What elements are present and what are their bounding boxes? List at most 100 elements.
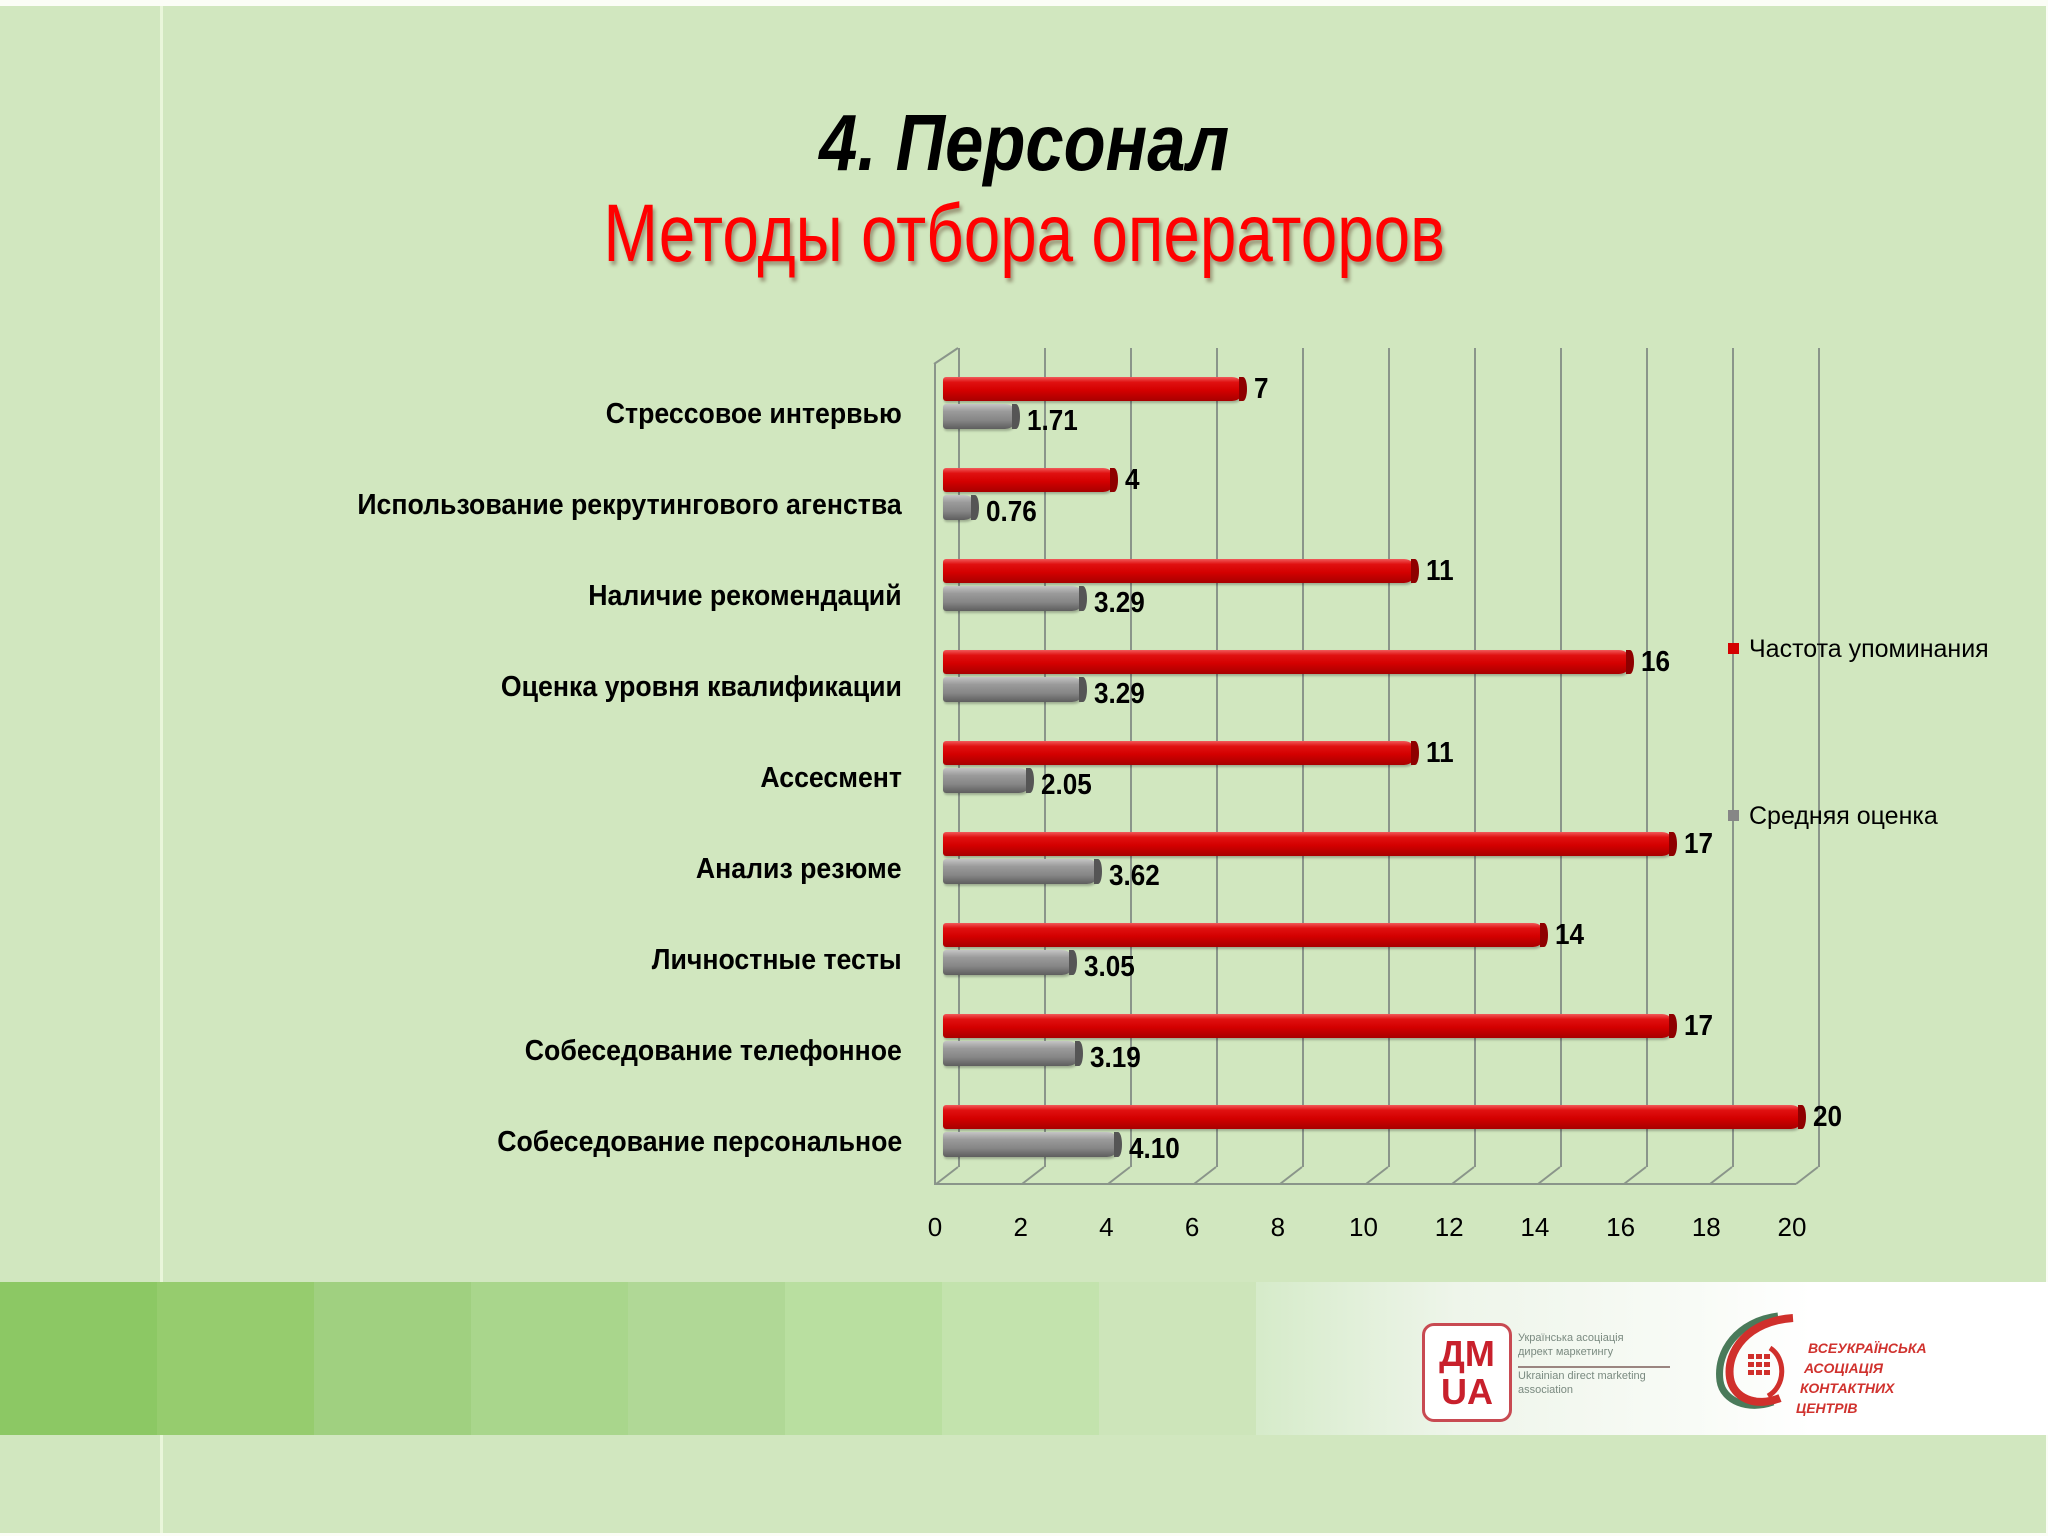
gridline	[1646, 348, 1648, 1167]
bar-cap	[1798, 1105, 1806, 1129]
chart-frame-bottom	[934, 1183, 1796, 1185]
legend-item-frequency: Частота упоминания	[1728, 634, 1989, 664]
footer-band-cell	[942, 1282, 1099, 1435]
dma-caption-line3: Ukrainian direct marketing	[1518, 1370, 1646, 1382]
footer-band-cell	[1099, 1282, 1256, 1435]
value-label-frequency: 20	[1813, 1101, 1843, 1133]
category-label: Личностные тесты	[652, 944, 902, 976]
bar-cap	[1079, 586, 1088, 611]
footer-band-cell	[157, 1282, 314, 1435]
value-label-frequency: 4	[1125, 464, 1140, 496]
chart-depth-lines	[933, 347, 1819, 1185]
value-label-frequency: 7	[1254, 373, 1269, 405]
x-axis-tick-label: 0	[927, 1212, 943, 1242]
bar-cap	[1069, 950, 1078, 975]
bar-frequency	[943, 650, 1634, 674]
bar-cap	[1411, 741, 1419, 765]
footer-band-cell	[314, 1282, 471, 1435]
value-label-frequency: 16	[1641, 646, 1671, 678]
category-label: Анализ резюме	[696, 853, 902, 885]
decorative-vertical-line	[160, 6, 163, 1533]
bar-score	[943, 1041, 1084, 1066]
dma-logo: ДМ UA	[1422, 1323, 1512, 1422]
category-label: Оценка уровня квалификации	[500, 671, 902, 703]
bar-score	[943, 586, 1088, 611]
bar-cap	[1011, 404, 1020, 429]
chart-frame-left	[934, 363, 936, 1184]
value-label-frequency: 11	[1426, 555, 1454, 587]
contact-centers-line4: ЦЕНТРІВ	[1796, 1400, 1858, 1416]
category-label: Стрессовое интервью	[606, 398, 902, 430]
bar-frequency	[943, 832, 1677, 856]
value-label-score: 2.05	[1041, 769, 1092, 801]
contact-centers-line1: ВСЕУКРАЇНСЬКА	[1808, 1340, 1927, 1356]
bar-frequency	[943, 741, 1419, 765]
contact-centers-line2: АСОЦІАЦІЯ	[1804, 1360, 1883, 1376]
bar-frequency	[943, 377, 1247, 401]
bar-cap	[1669, 832, 1677, 856]
footer-band-cell	[0, 1282, 157, 1435]
bar-cap	[1626, 650, 1634, 674]
value-label-score: 3.29	[1094, 587, 1146, 619]
gridline	[1732, 348, 1734, 1167]
x-axis-tick-label: 14	[1520, 1212, 1550, 1242]
footer-band-cell	[471, 1282, 628, 1435]
value-label-score: 3.62	[1108, 860, 1160, 892]
bar-score	[943, 495, 979, 520]
bar-chart: 0 2 4 6 8 10 12 14 16 18 20 Стрессовое интервью 7 1.7…	[358, 347, 1843, 1242]
bar-cap	[1540, 923, 1548, 947]
x-axis-tick-label: 6	[1184, 1212, 1200, 1242]
category-label: Наличие рекомендаций	[588, 580, 902, 612]
value-label-frequency: 17	[1684, 828, 1714, 860]
x-axis-tick-label: 12	[1434, 1212, 1464, 1242]
value-label-score: 3.19	[1090, 1042, 1141, 1074]
bar-cap	[1093, 859, 1102, 884]
category-label: Собеседование персональное	[496, 1126, 902, 1158]
bar-frequency	[943, 559, 1419, 583]
bar-frequency	[943, 923, 1548, 947]
slide-subtitle: Методы отбора операторов	[603, 188, 1446, 279]
legend-label: Средняя оценка	[1749, 802, 1938, 830]
gridline	[1560, 348, 1562, 1167]
value-label-score: 4.10	[1129, 1133, 1181, 1165]
bar-frequency	[943, 1105, 1806, 1129]
x-axis-tick-label: 2	[1013, 1212, 1028, 1242]
value-label-score: 3.05	[1084, 951, 1135, 983]
bar-frequency	[943, 1014, 1677, 1038]
x-axis-tick-label: 16	[1606, 1212, 1636, 1242]
contact-centers-line3: КОНТАКТНИХ	[1800, 1380, 1895, 1396]
bar-cap	[1669, 1014, 1677, 1038]
bar-cap	[1026, 768, 1035, 793]
value-label-frequency: 14	[1555, 919, 1585, 951]
bar-score	[943, 950, 1078, 975]
bar-score	[943, 859, 1102, 884]
bar-cap	[1110, 468, 1118, 492]
footer-band-cell	[628, 1282, 785, 1435]
dma-caption-line4: association	[1518, 1384, 1574, 1396]
bar-cap	[1075, 1041, 1084, 1066]
bar-score	[943, 768, 1035, 793]
x-axis-tick-label: 4	[1099, 1212, 1114, 1242]
footer-band-cell	[785, 1282, 942, 1435]
x-axis-tick-label: 20	[1777, 1212, 1807, 1242]
x-axis-tick-label: 10	[1349, 1212, 1378, 1242]
value-label-score: 1.71	[1026, 405, 1078, 437]
x-axis-tick-label: 8	[1270, 1212, 1286, 1242]
gridline	[1818, 348, 1820, 1167]
value-label-score: 3.29	[1094, 678, 1146, 710]
bar-cap	[1411, 559, 1419, 583]
contact-centers-swoosh-icon	[1716, 1312, 1794, 1409]
bar-score	[943, 404, 1020, 429]
category-label: Собеседование телефонное	[524, 1035, 902, 1067]
dma-caption-line2: директ маркетингу	[1518, 1346, 1614, 1358]
value-label-frequency: 11	[1426, 737, 1454, 769]
bar-cap	[1239, 377, 1247, 401]
bar-cap	[1114, 1132, 1123, 1157]
dma-divider	[1518, 1366, 1670, 1368]
category-label: Ассесмент	[760, 762, 902, 794]
legend-item-score: Средняя оценка	[1728, 801, 1938, 831]
gridline	[1474, 348, 1476, 1167]
bar-score	[943, 1132, 1123, 1157]
dma-logo-mark-bottom: UA	[1441, 1371, 1493, 1412]
x-axis-tick-label: 18	[1691, 1212, 1721, 1242]
